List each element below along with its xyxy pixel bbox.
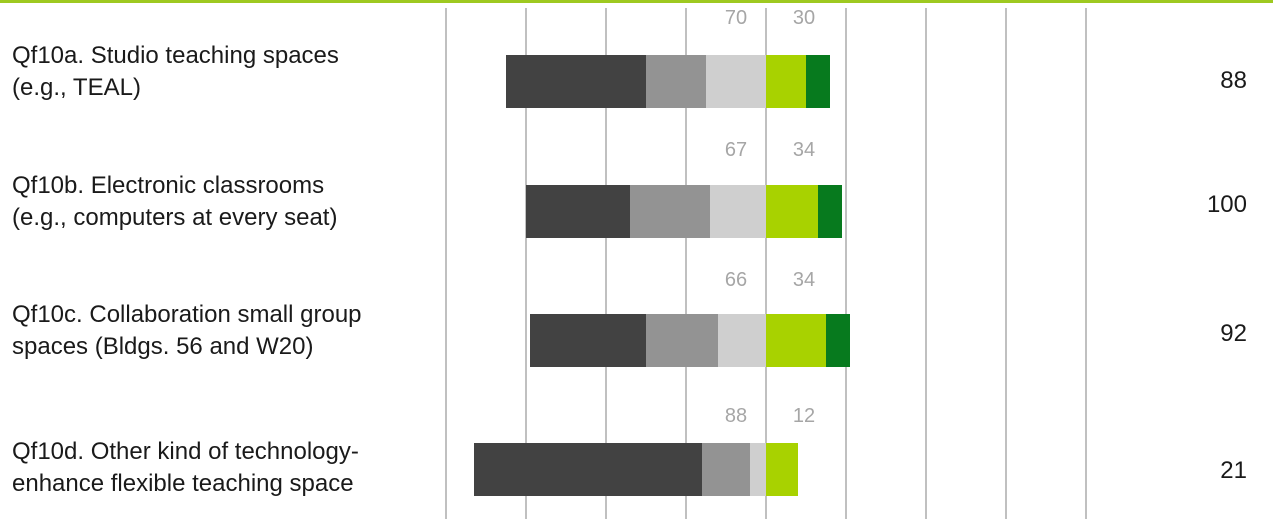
left-total-label: 88: [725, 405, 747, 427]
bar-segment: [702, 443, 750, 496]
count-label-qf10b: 100: [1206, 191, 1247, 218]
bar-segment: [766, 443, 798, 496]
right-total-label: 12: [793, 405, 815, 427]
bar-segment: [710, 185, 766, 238]
row-label-line-1: Qf10b. Electronic classrooms: [12, 172, 325, 199]
right-total-label: 34: [793, 269, 815, 291]
bar-segment: [646, 314, 718, 367]
left-total-label: 66: [725, 269, 747, 291]
row-label-line-1: Qf10d. Other kind of technology-: [12, 438, 359, 465]
bar-segment: [526, 185, 630, 238]
count-label-qf10a: 88: [1220, 67, 1247, 94]
row-label-line-2: enhance flexible teaching space: [12, 470, 354, 497]
row-label-line-2: spaces (Bldgs. 56 and W20): [12, 333, 314, 360]
left-total-label: 67: [725, 139, 747, 161]
bar-segment: [806, 55, 830, 108]
right-total-label: 30: [793, 7, 815, 29]
bar-segment: [630, 185, 710, 238]
bar-segment: [706, 55, 766, 108]
bar-segment: [766, 55, 806, 108]
row-label-line-1: Qf10a. Studio teaching spaces: [12, 42, 339, 69]
bar-segment: [506, 55, 646, 108]
row-label-qf10b: Qf10b. Electronic classrooms (e.g., comp…: [12, 170, 452, 234]
row-label-line-2: (e.g., computers at every seat): [12, 204, 338, 231]
row-label-qf10a: Qf10a. Studio teaching spaces (e.g., TEA…: [12, 40, 452, 104]
left-total-label: 70: [725, 7, 747, 29]
bar-segment: [530, 314, 646, 367]
count-label-qf10d: 21: [1220, 457, 1247, 484]
bar-segment: [818, 185, 842, 238]
row-label-line-1: Qf10c. Collaboration small group: [12, 301, 362, 328]
bar-segment: [718, 314, 766, 367]
right-total-label: 34: [793, 139, 815, 161]
bar-segment: [766, 185, 818, 238]
bar-segment: [646, 55, 706, 108]
count-label-qf10c: 92: [1220, 320, 1247, 347]
row-label-line-2: (e.g., TEAL): [12, 74, 141, 101]
top-accent-rule: [0, 0, 1273, 3]
row-label-qf10c: Qf10c. Collaboration small group spaces …: [12, 299, 452, 363]
bar-segment: [826, 314, 850, 367]
bar-segment: [766, 314, 826, 367]
bar-segment: [474, 443, 702, 496]
bar-segment: [750, 443, 766, 496]
row-label-qf10d: Qf10d. Other kind of technology- enhance…: [12, 436, 452, 500]
